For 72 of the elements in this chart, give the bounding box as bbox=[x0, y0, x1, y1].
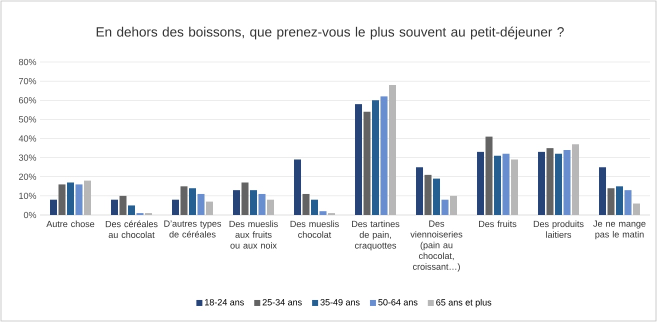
y-tick-label: 20% bbox=[18, 174, 36, 180]
bar bbox=[442, 200, 449, 215]
bar bbox=[450, 196, 458, 215]
bar bbox=[608, 188, 615, 215]
x-tick-label: Autre chose bbox=[46, 220, 94, 228]
bar bbox=[302, 194, 310, 215]
legend-label: 25-34 ans bbox=[262, 299, 302, 306]
y-tick-label: 10% bbox=[19, 192, 36, 200]
bar bbox=[424, 174, 432, 215]
bar bbox=[416, 167, 424, 215]
legend-label: 65 ans et plus bbox=[436, 298, 492, 308]
bar bbox=[555, 154, 562, 215]
bar bbox=[364, 112, 371, 215]
bar bbox=[546, 148, 554, 215]
bar bbox=[380, 96, 388, 215]
x-tick-label: Des fruits bbox=[479, 220, 516, 228]
bar bbox=[572, 144, 580, 215]
y-tick-label: 40% bbox=[18, 135, 36, 142]
x-tick-label: Des tartines de pain, craquottes bbox=[352, 220, 400, 250]
bar bbox=[477, 152, 484, 215]
bar bbox=[267, 200, 274, 215]
bar bbox=[511, 160, 518, 215]
x-tick-label: Des produits laitiers bbox=[534, 220, 584, 238]
y-tick-label: 80% bbox=[18, 58, 36, 66]
y-tick-label: 70% bbox=[18, 78, 36, 84]
chart-title: En dehors des boissons, que prenez-vous le plus souvent au petit-déjeuner ? bbox=[96, 26, 564, 40]
bar bbox=[198, 194, 205, 215]
legend-label: 50-64 ans bbox=[378, 299, 418, 306]
bar bbox=[564, 150, 571, 215]
bar bbox=[180, 186, 188, 215]
y-tick-label: 0% bbox=[24, 212, 36, 218]
bar bbox=[120, 196, 127, 215]
bar bbox=[242, 182, 249, 215]
bar bbox=[433, 178, 440, 215]
bar bbox=[76, 184, 83, 215]
bar bbox=[311, 200, 318, 215]
x-tick-label: Des viennoiseries (pain au chocolat, croissant…) bbox=[410, 220, 462, 272]
bar bbox=[494, 156, 502, 215]
legend-label: 35-49 ans bbox=[320, 299, 360, 306]
y-tick-label: 50% bbox=[18, 116, 36, 123]
bar bbox=[58, 184, 66, 215]
x-tick-label: Des mueslis aux fruits ou aux noix bbox=[230, 220, 278, 249]
bar bbox=[486, 136, 493, 215]
bar bbox=[389, 84, 396, 215]
bar bbox=[84, 180, 92, 215]
bar bbox=[67, 182, 74, 215]
x-tick-label: Des mueslis chocolat bbox=[290, 220, 339, 238]
x-tick-label: D’autres types de céréales bbox=[164, 220, 222, 238]
bar bbox=[502, 154, 510, 215]
bar bbox=[189, 188, 196, 215]
x-tick-label: Des céréales au chocolat bbox=[106, 220, 158, 238]
bar bbox=[294, 160, 302, 215]
bar bbox=[616, 186, 624, 215]
bar bbox=[250, 190, 258, 215]
bar bbox=[258, 194, 266, 215]
bar bbox=[320, 211, 327, 215]
bar bbox=[206, 202, 214, 215]
legend-label: 18-24 ans bbox=[205, 299, 244, 306]
bar bbox=[599, 167, 606, 215]
bar bbox=[633, 204, 640, 215]
x-tick-label: Je ne mange pas le matin bbox=[593, 220, 646, 240]
bar bbox=[128, 205, 136, 215]
bar bbox=[538, 152, 546, 215]
bar bbox=[624, 190, 632, 215]
bar bbox=[355, 104, 362, 215]
bar bbox=[233, 190, 240, 215]
bar bbox=[50, 200, 58, 215]
bar bbox=[172, 200, 180, 215]
bar bbox=[111, 200, 118, 215]
y-tick-label: 30% bbox=[18, 154, 36, 161]
y-tick-label: 60% bbox=[18, 97, 36, 104]
bar bbox=[372, 100, 380, 215]
